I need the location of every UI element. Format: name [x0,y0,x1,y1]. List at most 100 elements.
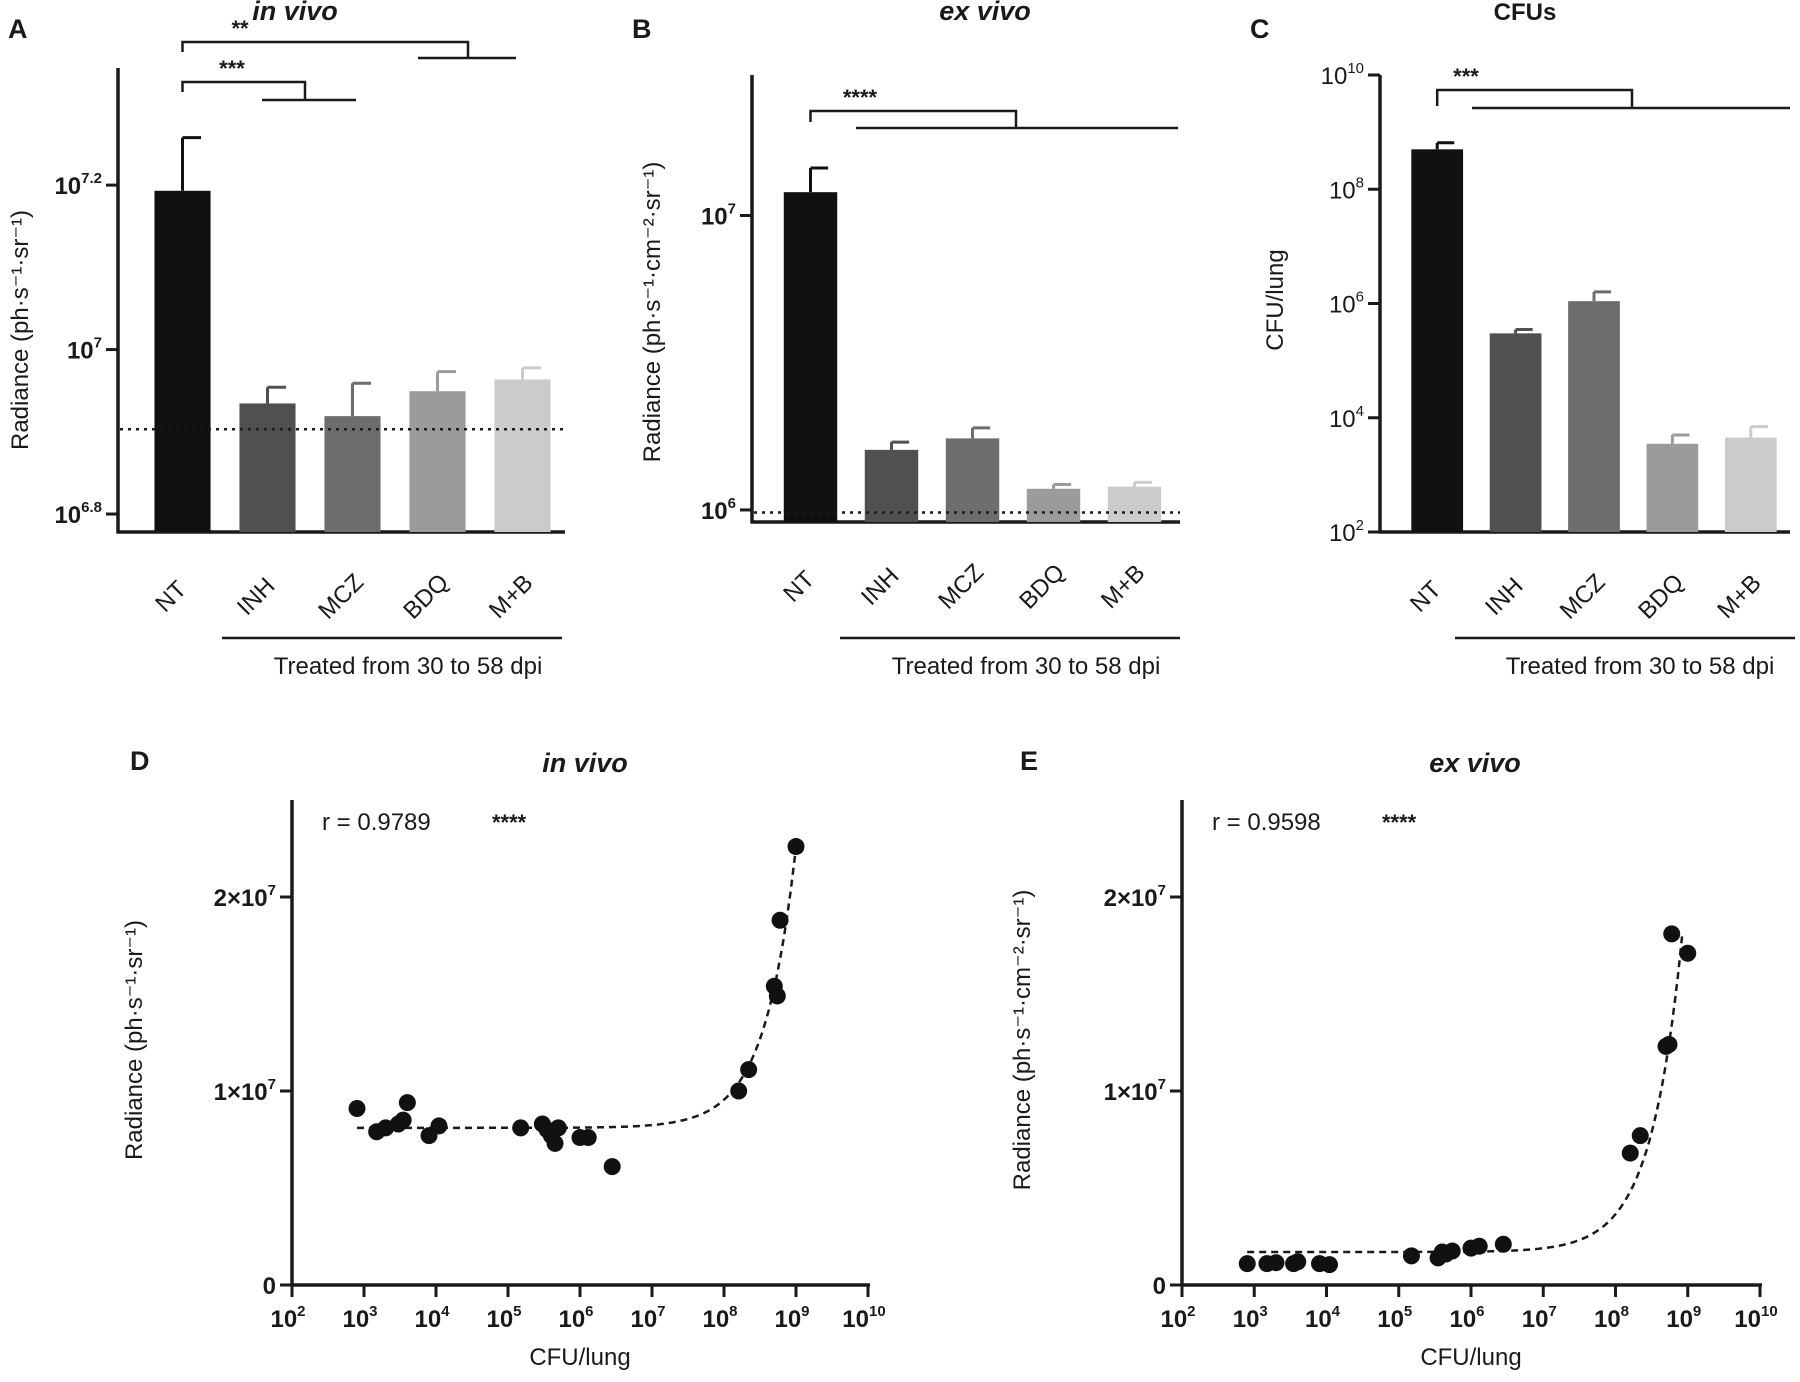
panel-d-x-tick-label: 103 [342,1303,377,1333]
panel-c-bar-nt [1411,149,1464,532]
panel-d-data-point [730,1082,748,1100]
panel-e-y-tick-label: 0 [1153,1273,1166,1300]
panel-d-data-point [603,1158,621,1176]
panel-e-data-point [1621,1144,1639,1162]
panel-a-bar-nt [154,190,211,533]
panel-c-y-tick-label: 104 [1329,403,1364,433]
panel-a-bar-bdq [409,391,466,532]
panel-e-x-axis-label: CFU/lung [1420,1344,1521,1371]
panel-a-y-tick-label: 106.8 [54,499,102,529]
panel-c-bar-bdq [1646,443,1699,532]
panel-b-bar-inh [864,449,919,522]
panel-e-y-axis-label: Radiance (ph·s⁻¹·cm⁻²·sr⁻¹) [1009,890,1036,1191]
panel-e-data-point [1679,944,1697,962]
panel-d-y-tick-label: 2×107 [214,882,276,912]
panel-e-y-tick-label: 1×107 [1104,1076,1166,1106]
panel-b-bar-bdq [1026,488,1081,522]
panel-b-category-label: M+B [1096,559,1150,613]
treated-label-b: Treated from 30 to 58 dpi [892,653,1161,680]
panel-d-y-tick-label: 0 [263,1273,276,1300]
panel-c-category-label: BDQ [1633,569,1689,625]
panel-a-y-tick-label: 107 [67,335,102,365]
panel-e-data-point [1494,1235,1512,1253]
panel-e-significance-stars: **** [1382,810,1417,835]
panel-b-category-label: NT [778,566,820,608]
panel-e-x-tick-label: 103 [1233,1303,1268,1333]
panel-c-title: CFUs [1494,0,1557,26]
panel-a-significance-stars: ** [231,16,249,41]
panel-d-data-point [579,1129,597,1147]
panel-a-category-label: INH [232,573,280,621]
panel-c-y-axis-label: CFU/lung [1262,249,1289,350]
panel-e-x-tick-label: 102 [1160,1303,1195,1333]
panel-a-title: in vivo [252,0,338,26]
panel-c-bar-inh [1489,333,1542,532]
panel-a-significance-bracket [181,40,470,58]
panel-d-data-point [512,1119,530,1137]
panel-b-y-axis-label: Radiance (ph·s⁻¹·cm⁻²·sr⁻¹) [639,162,666,463]
panel-e-data-point [1631,1127,1649,1145]
panel-c-y-tick-label: 1010 [1321,60,1364,90]
panel-a-category-label: MCZ [313,569,369,625]
panel-a-significance-bracket [181,80,307,100]
panel-d-data-point [398,1094,416,1112]
panel-e-data-point [1320,1256,1338,1274]
panel-d-x-tick-label: 108 [702,1303,737,1333]
panel-e-title: ex vivo [1429,748,1521,778]
treated-label-a: Treated from 30 to 58 dpi [274,653,543,680]
panel-e-data-point [1443,1242,1461,1260]
panel-d-x-tick-label: 104 [414,1303,450,1333]
panel-letter-c: C [1250,14,1270,44]
panel-e-x-tick-label: 106 [1449,1303,1484,1333]
panel-b-title: ex vivo [939,0,1031,26]
panel-c-category-label: INH [1480,573,1528,621]
panel-b-significance-bracket [809,109,1018,128]
panel-d-data-point [740,1061,758,1079]
panel-d-data-point [430,1117,448,1135]
panel-c-category-label: M+B [1712,569,1766,623]
panel-e-data-point [1267,1254,1285,1272]
panel-e-data-point [1663,925,1681,943]
panel-d-x-axis-label: CFU/lung [529,1344,630,1371]
panel-e-r-value: r = 0.9598 [1212,809,1321,836]
panel-b-category-label: MCZ [933,559,989,615]
panel-d-x-tick-label: 109 [774,1303,809,1333]
panel-a-y-axis-label: Radiance (ph·s⁻¹·sr⁻¹) [7,210,34,450]
panel-d-data-point [771,911,789,929]
panel-d-x-tick-label: 105 [486,1303,521,1333]
panel-e-fit-curve [1247,934,1684,1254]
panel-letter-a: A [8,14,28,44]
panel-e-x-tick-label: 108 [1594,1303,1629,1333]
panel-e-x-tick-label: 105 [1377,1303,1412,1333]
panel-e-data-point [1238,1255,1256,1273]
panel-c-significance-bracket [1435,88,1634,108]
panel-a-bar-inh [239,403,296,532]
panel-e-x-tick-label: 107 [1522,1303,1557,1333]
panel-b-significance-stars: **** [843,85,878,110]
panel-d-data-point [768,987,786,1005]
panel-a-bar-mcz [324,416,381,532]
panel-c-category-label: MCZ [1555,569,1611,625]
panel-letter-e: E [1020,746,1038,776]
panel-d-x-tick-label: 107 [630,1303,665,1333]
panel-d-x-tick-label: 106 [558,1303,593,1333]
panel-c-bar-mcz [1568,301,1620,532]
panel-e-data-point [1402,1247,1420,1265]
panel-b-category-label: INH [856,563,904,611]
panel-c-bar-m-b [1724,437,1777,532]
panel-d-r-value: r = 0.9789 [322,809,431,836]
panel-d-fit-curve [357,844,798,1130]
panel-letter-b: B [632,14,652,44]
panel-a-bar-m-b [494,379,551,532]
panel-b-y-tick-label: 107 [701,200,736,230]
panel-d-data-point [787,838,805,856]
panel-d-y-axis-label: Radiance (ph·s⁻¹·sr⁻¹) [121,920,148,1160]
panel-b-bar-nt [783,192,838,522]
panel-d-title: in vivo [542,748,628,778]
panel-d-data-point [394,1111,412,1129]
panel-a-category-label: NT [150,576,192,618]
panel-c-significance-stars: *** [1453,64,1479,89]
panel-a-y-tick-label: 107.2 [54,170,102,200]
panel-b-category-label: BDQ [1014,559,1070,615]
